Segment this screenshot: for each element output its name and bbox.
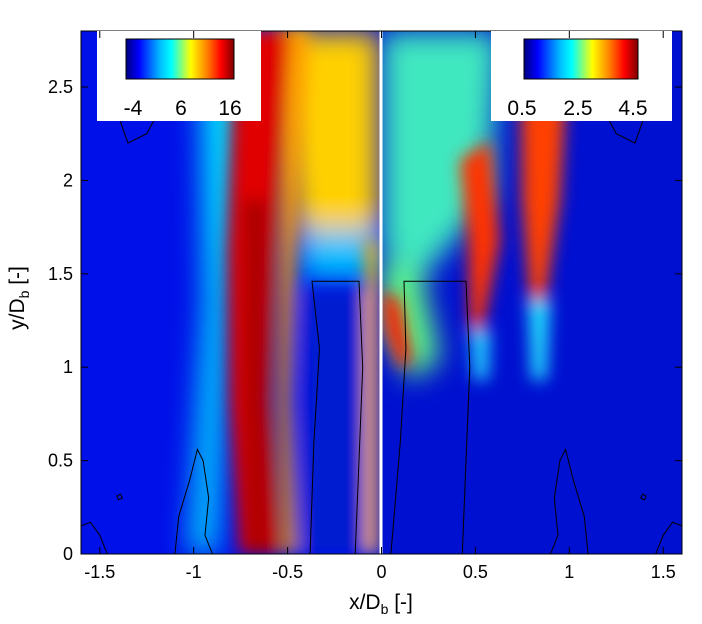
y-axis-title-unit: [-]	[6, 266, 29, 291]
right-contour-recirculation-bubble	[390, 280, 471, 555]
left-jet-core	[245, 200, 268, 554]
y-axis-title: y/Db [-]	[6, 266, 32, 330]
colorbar-right-tick-label: 2.5	[563, 97, 592, 120]
x-axis-title: x/Db [-]	[349, 591, 413, 617]
left-contour-top-lobe	[114, 105, 161, 144]
left-contour-small-circle	[116, 493, 123, 501]
x-axis-title-main: x/D	[349, 591, 381, 614]
colorbar-left-tick-label: 16	[218, 97, 241, 120]
y-axis: 0 0.5 1 1.5 2 2.5	[48, 77, 682, 564]
colorbar-left-tick-label: -4	[124, 97, 143, 120]
y-tick-label: 2	[63, 170, 73, 190]
left-jet-edge	[280, 31, 310, 554]
right-shear-tail-2	[470, 330, 490, 380]
left-core-region	[305, 290, 370, 554]
colorbar-right: 0.5 2.5 4.5	[491, 31, 672, 121]
left-contour-recirculation-bubble	[309, 280, 364, 555]
y-axis-title-sub: b	[16, 290, 32, 298]
y-tick-label: 1	[63, 357, 73, 377]
right-field	[381, 31, 682, 554]
x-tick-label: -0.5	[272, 562, 303, 582]
left-axis-streak	[366, 240, 378, 554]
x-axis: -1.5 -1 -0.5 0 0.5 1 1.5	[84, 31, 676, 582]
colorbar-right-tick-label: 0.5	[507, 97, 536, 120]
left-contour-corner-lobe	[80, 521, 108, 555]
left-mid-band	[300, 230, 381, 280]
right-shear-tail-3	[528, 300, 550, 380]
right-contour-corner-lobe	[655, 521, 683, 555]
x-tick-label: 1.5	[651, 562, 676, 582]
x-tick-label: -1	[186, 562, 202, 582]
y-tick-label: 2.5	[48, 77, 73, 97]
y-axis-title-main: y/D	[6, 298, 29, 330]
y-tick-label: 0	[63, 544, 73, 564]
x-axis-title-unit: [-]	[388, 591, 413, 614]
colorbar-right-gradient	[523, 38, 639, 80]
x-tick-label: 1	[564, 562, 574, 582]
right-contour-top-lobe	[602, 105, 649, 144]
colorbar-left-gradient	[125, 38, 235, 80]
x-tick-label: 0.5	[463, 562, 488, 582]
colorbar-right-tick-label: 4.5	[618, 97, 647, 120]
colorbar-left-tick-label: 6	[175, 97, 187, 120]
y-tick-label: 1.5	[48, 264, 73, 284]
colorbar-left: -4 6 16	[97, 31, 261, 121]
right-shear-peak-2	[460, 140, 500, 330]
right-contour-small-circle	[640, 493, 647, 501]
x-axis-title-sub: b	[381, 601, 389, 617]
left-contour-near-wall-lobe	[174, 447, 213, 555]
x-tick-label: -1.5	[84, 562, 115, 582]
x-tick-label: 0	[376, 562, 386, 582]
y-tick-label: 0.5	[48, 451, 73, 471]
contour-lines	[80, 105, 683, 555]
center-divider	[379, 31, 383, 554]
right-contour-near-wall-lobe	[550, 447, 589, 555]
right-shear-peak-1	[381, 290, 412, 370]
